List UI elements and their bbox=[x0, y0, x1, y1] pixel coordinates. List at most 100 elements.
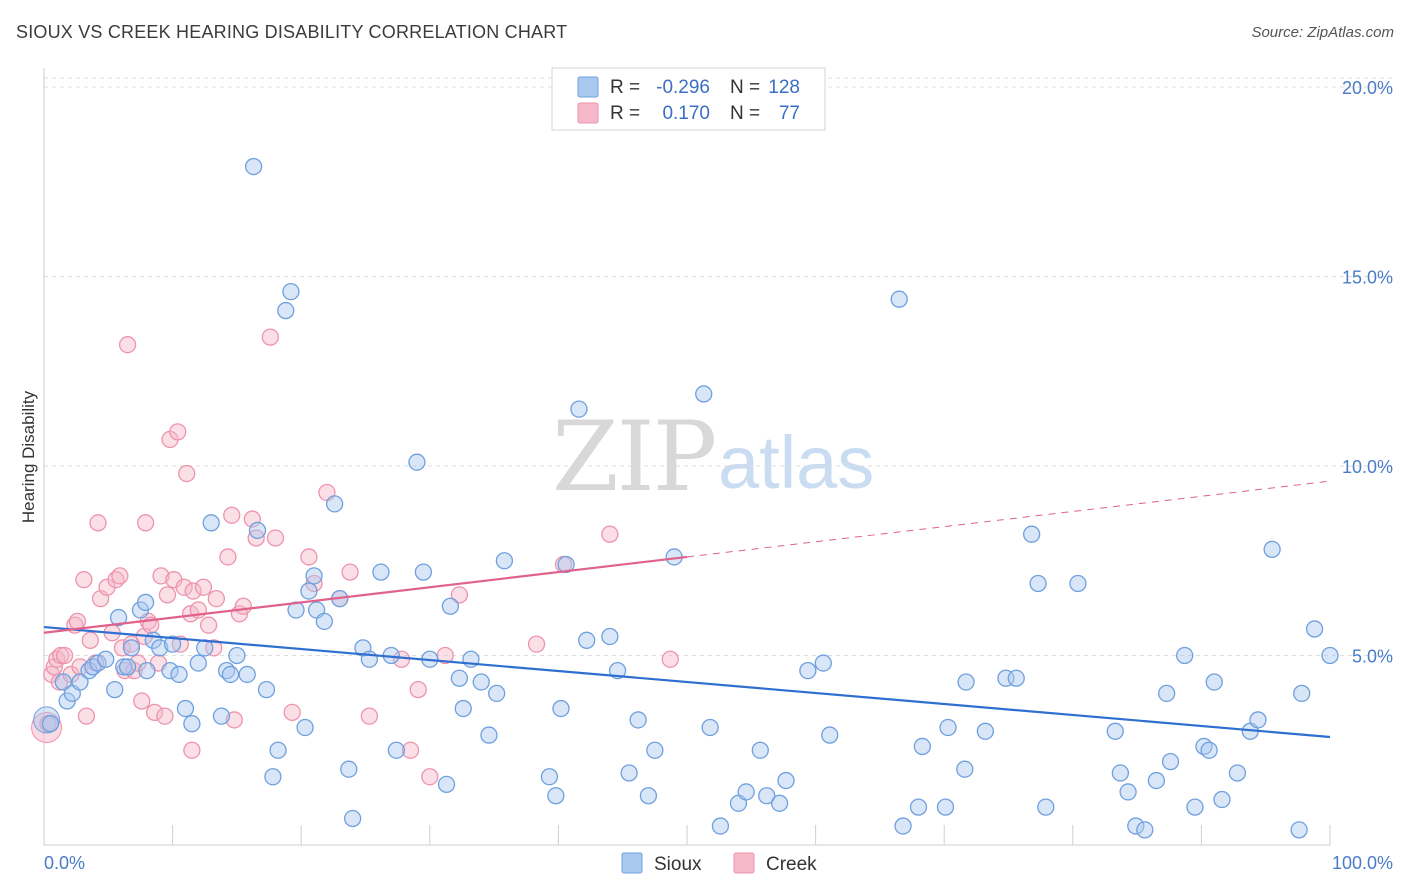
sioux-point bbox=[161, 661, 179, 680]
trend-lines bbox=[43, 480, 1331, 739]
sioux-point bbox=[570, 400, 588, 418]
creek-point bbox=[52, 646, 70, 665]
sioux-point bbox=[1022, 525, 1041, 543]
creek-point bbox=[421, 768, 439, 786]
creek-point bbox=[261, 328, 279, 346]
creek-point bbox=[113, 639, 132, 657]
creek-point bbox=[661, 650, 679, 668]
creek-point bbox=[68, 612, 87, 631]
sioux-point bbox=[118, 658, 137, 676]
sioux-point bbox=[894, 817, 912, 835]
legend-n-value-sioux: 128 bbox=[768, 77, 800, 98]
sioux-point bbox=[170, 665, 188, 684]
bottom-legend-swatch-sioux bbox=[621, 852, 643, 874]
sioux-point bbox=[540, 768, 559, 786]
sioux-point bbox=[221, 665, 240, 684]
legend-swatch-sioux bbox=[577, 76, 599, 98]
sioux-point bbox=[770, 794, 789, 812]
sioux-point bbox=[620, 764, 638, 782]
sioux-point bbox=[957, 673, 975, 691]
sioux-point bbox=[1106, 722, 1124, 740]
creek-point bbox=[111, 567, 129, 585]
chart-source: Source: ZipAtlas.com bbox=[1251, 24, 1394, 41]
sioux-point bbox=[189, 654, 207, 672]
sioux-point bbox=[695, 385, 713, 403]
sioux-point bbox=[814, 654, 832, 672]
creek-point bbox=[89, 514, 107, 532]
bottom-legend-label-sioux: Sioux bbox=[654, 854, 702, 875]
sioux-point bbox=[737, 783, 755, 801]
creek-point bbox=[183, 741, 201, 759]
creek-point bbox=[31, 712, 63, 744]
sioux-point bbox=[1263, 540, 1281, 559]
creek-point bbox=[341, 563, 359, 581]
sioux-point bbox=[758, 787, 776, 805]
sioux-point bbox=[115, 658, 133, 676]
sioux-point bbox=[639, 787, 658, 805]
sioux-point bbox=[228, 646, 246, 665]
sioux-point bbox=[257, 680, 276, 699]
sioux-point bbox=[372, 563, 390, 581]
sioux-point bbox=[976, 722, 995, 740]
creek-trend-extension bbox=[686, 480, 1331, 558]
creek-point bbox=[409, 680, 427, 699]
chart-title: SIOUX VS CREEK HEARING DISABILITY CORREL… bbox=[16, 22, 568, 42]
sioux-point bbox=[495, 552, 514, 570]
creek-point bbox=[223, 506, 241, 524]
creek-point bbox=[75, 571, 93, 589]
creek-point bbox=[300, 548, 318, 566]
sioux-point bbox=[343, 809, 362, 828]
bottom-legend-label-creek: Creek bbox=[766, 854, 817, 875]
creek-point bbox=[360, 707, 379, 725]
creek-point bbox=[219, 548, 237, 566]
sioux-point bbox=[711, 817, 730, 835]
creek-point bbox=[81, 631, 99, 649]
sioux-point bbox=[799, 661, 817, 680]
sioux-point bbox=[41, 715, 60, 733]
sioux-point bbox=[1029, 574, 1047, 593]
sioux-point bbox=[437, 775, 456, 794]
sioux-point bbox=[176, 699, 195, 718]
sioux-point bbox=[939, 718, 957, 737]
watermark: ZIP atlas bbox=[552, 401, 874, 513]
sioux-trend-line bbox=[43, 625, 1331, 739]
sioux-point bbox=[1200, 741, 1218, 759]
sioux-point bbox=[109, 608, 128, 627]
sioux-point bbox=[601, 627, 619, 646]
sioux-point bbox=[1290, 821, 1308, 839]
creek-point bbox=[207, 589, 225, 608]
sioux-point bbox=[269, 741, 287, 759]
sioux-point bbox=[202, 514, 220, 532]
creek-point bbox=[194, 578, 213, 596]
creek-point bbox=[136, 514, 155, 532]
creek-point bbox=[178, 464, 196, 483]
series-sioux-points bbox=[33, 157, 1339, 839]
creek-point bbox=[169, 423, 187, 441]
sioux-point bbox=[305, 567, 323, 585]
sioux-point bbox=[408, 453, 426, 471]
sioux-point bbox=[315, 612, 333, 631]
legend-n-label: N = bbox=[730, 77, 760, 98]
creek-point bbox=[152, 567, 170, 585]
sioux-point bbox=[1119, 783, 1137, 801]
sioux-point bbox=[296, 718, 314, 737]
bottom-legend-swatch-creek bbox=[733, 852, 755, 874]
sioux-point bbox=[122, 639, 141, 657]
watermark-atlas: atlas bbox=[718, 421, 874, 504]
creek-point bbox=[283, 703, 301, 721]
sioux-point bbox=[454, 699, 472, 718]
y-tick-label: 15.0% bbox=[1342, 267, 1393, 287]
sioux-point bbox=[1158, 684, 1176, 703]
sioux-point bbox=[701, 718, 719, 737]
y-tick-label: 10.0% bbox=[1342, 457, 1393, 477]
sioux-point bbox=[325, 495, 344, 513]
sioux-point bbox=[646, 741, 664, 759]
sioux-point bbox=[1037, 798, 1055, 816]
sioux-point bbox=[890, 290, 908, 308]
sioux-point bbox=[54, 673, 72, 691]
series-creek-points bbox=[31, 328, 679, 786]
sioux-point bbox=[33, 706, 61, 734]
sioux-point bbox=[106, 680, 124, 699]
sioux-point bbox=[450, 669, 469, 687]
sioux-point bbox=[629, 711, 647, 729]
